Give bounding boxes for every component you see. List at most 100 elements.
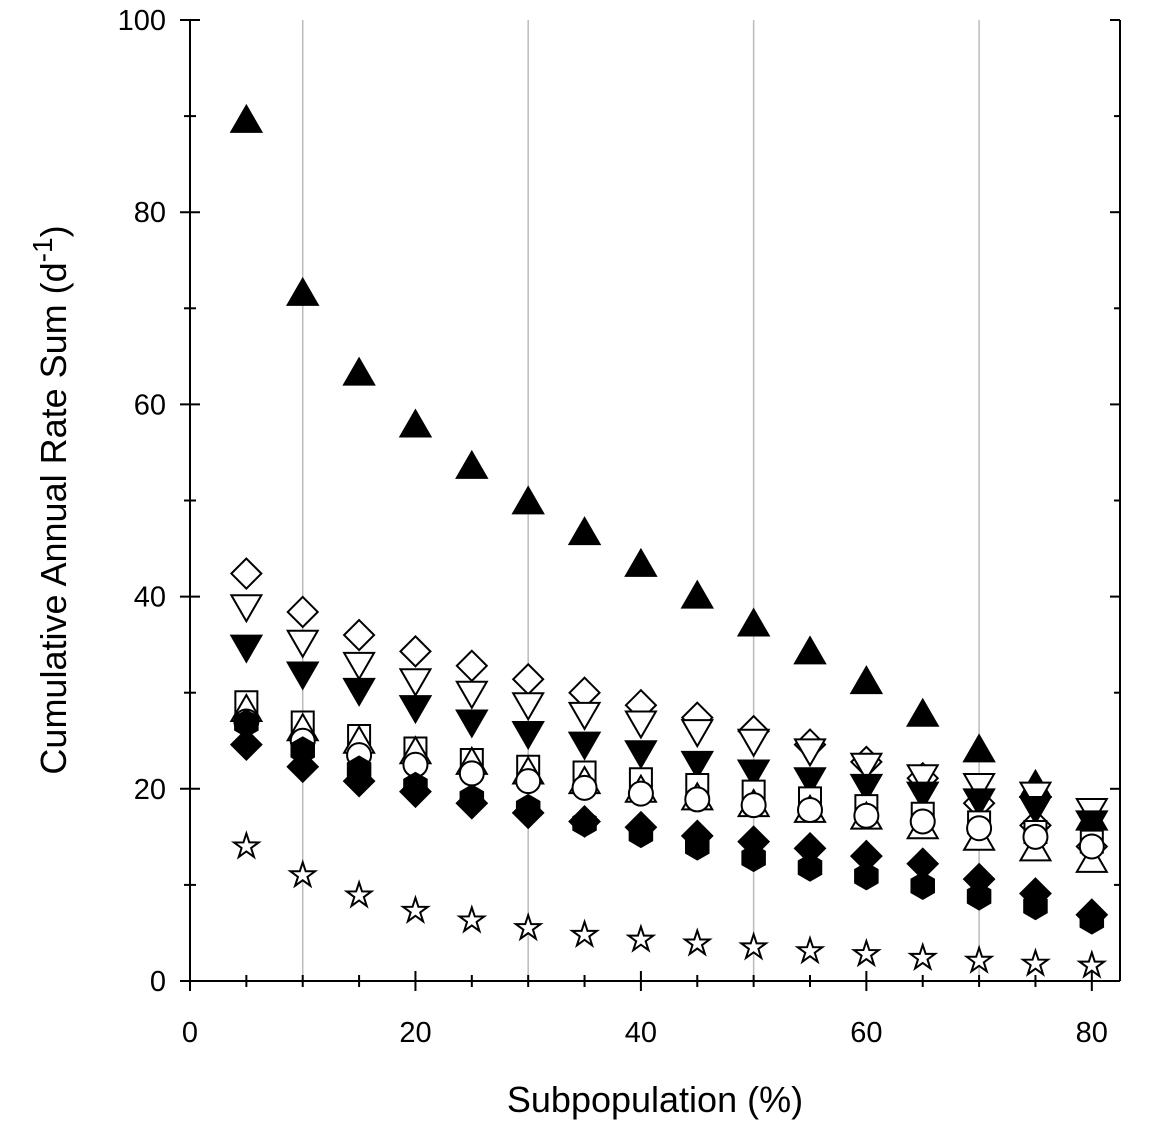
marker: [399, 634, 432, 668]
marker: [229, 594, 264, 624]
x-tick-label: 40: [625, 1017, 657, 1049]
marker: [736, 759, 771, 789]
marker: [455, 709, 489, 739]
marker: [1018, 781, 1053, 811]
marker: [567, 516, 602, 546]
marker: [455, 786, 489, 820]
marker: [738, 931, 770, 961]
marker: [849, 839, 883, 873]
marker: [905, 697, 940, 727]
marker: [850, 937, 882, 968]
marker: [1075, 898, 1109, 932]
marker: [287, 859, 319, 889]
y-axis-label-text: Cumulative Annual Rate Sum (d: [33, 262, 74, 774]
marker: [568, 805, 601, 838]
marker: [680, 579, 715, 609]
x-tick-label: 0: [182, 1017, 198, 1049]
y-tick-label: 80: [134, 197, 166, 229]
marker: [624, 740, 658, 770]
marker: [962, 733, 996, 763]
marker: [456, 904, 488, 934]
marker: [455, 649, 489, 683]
marker: [285, 661, 320, 691]
marker: [567, 731, 602, 761]
marker: [1078, 833, 1105, 860]
marker: [793, 635, 827, 665]
marker: [511, 485, 545, 515]
marker: [455, 680, 489, 710]
marker: [1076, 949, 1108, 979]
marker: [343, 879, 375, 909]
marker: [511, 796, 545, 830]
y-tick-label: 100: [118, 5, 166, 37]
marker: [458, 760, 485, 787]
marker: [512, 911, 544, 942]
marker: [1075, 810, 1109, 840]
marker: [1020, 947, 1051, 977]
marker: [962, 862, 996, 896]
x-tick-label: 80: [1076, 1017, 1108, 1049]
marker: [624, 710, 658, 740]
marker: [909, 808, 936, 835]
marker: [625, 923, 657, 953]
x-axis-label: Subpopulation (%): [507, 1079, 803, 1120]
marker: [571, 774, 598, 801]
marker: [962, 772, 996, 802]
marker: [624, 547, 658, 577]
marker: [286, 750, 320, 784]
marker: [793, 738, 827, 768]
marker: [342, 356, 376, 386]
marker: [794, 935, 826, 965]
marker: [229, 557, 263, 590]
y-tick-label: 0: [150, 966, 166, 998]
marker: [853, 802, 880, 829]
marker: [1019, 877, 1052, 910]
marker: [684, 786, 711, 813]
x-tick-label: 20: [399, 1017, 431, 1049]
marker: [342, 651, 376, 681]
y-axis-label-suffix: ): [33, 225, 74, 237]
marker: [627, 780, 654, 807]
marker: [515, 768, 542, 795]
marker: [342, 677, 376, 707]
marker: [511, 721, 545, 751]
marker: [793, 767, 827, 797]
marker: [624, 810, 658, 844]
marker: [736, 607, 771, 637]
marker: [737, 825, 771, 859]
marker: [681, 927, 713, 957]
marker: [569, 918, 600, 948]
marker: [285, 629, 320, 659]
marker: [511, 692, 545, 722]
marker: [797, 853, 823, 882]
marker: [797, 796, 823, 823]
marker: [398, 408, 433, 438]
y-tick-label: 40: [134, 582, 166, 614]
marker: [966, 882, 992, 911]
y-axis-label: Cumulative Annual Rate Sum (d-1): [27, 225, 74, 774]
marker: [906, 847, 940, 881]
marker: [229, 103, 264, 133]
marker: [966, 815, 993, 842]
marker: [230, 830, 262, 860]
marker: [229, 728, 263, 762]
marker: [342, 618, 376, 652]
marker: [229, 634, 264, 664]
marker: [680, 750, 715, 780]
y-axis-label-superscript: -1: [27, 237, 58, 262]
marker: [1022, 823, 1049, 850]
marker: [849, 773, 884, 803]
marker: [680, 719, 715, 749]
marker: [398, 668, 433, 698]
marker: [910, 871, 935, 901]
marker: [849, 665, 884, 695]
marker: [342, 764, 376, 798]
marker: [905, 764, 940, 794]
marker: [286, 595, 320, 629]
marker: [511, 662, 545, 696]
marker: [455, 449, 489, 479]
marker: [740, 792, 767, 819]
marker: [854, 862, 879, 891]
marker: [398, 695, 433, 725]
